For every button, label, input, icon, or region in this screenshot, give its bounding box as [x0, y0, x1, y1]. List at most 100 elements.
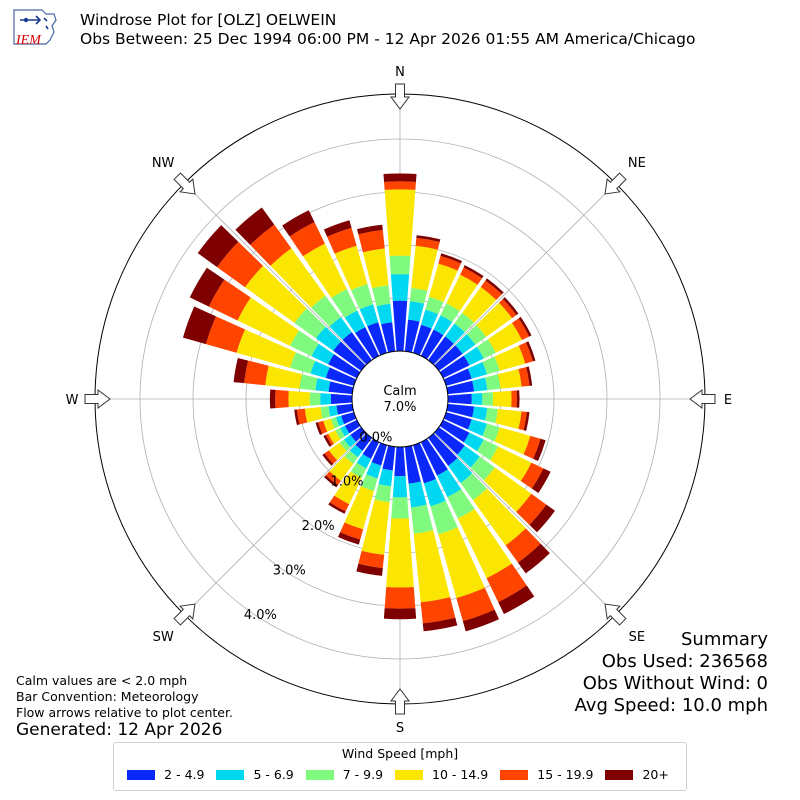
windrose-bar-segment: [318, 420, 328, 434]
windrose-bar-segment: [360, 474, 378, 492]
windrose-bar-segment: [343, 434, 357, 448]
windrose-bar-segment: [463, 265, 484, 279]
windrose-bar-segment: [275, 389, 289, 409]
windrose-bar-segment: [389, 255, 411, 275]
windrose-bar-segment: [413, 324, 432, 356]
windrose-bar-segment: [476, 339, 496, 359]
windrose-bar-segment: [404, 445, 421, 484]
windrose-bar-segment: [381, 322, 396, 353]
windrose-bar-segment: [483, 467, 532, 512]
windrose-bar-segment: [245, 265, 307, 323]
windrose-bar-segment: [462, 286, 497, 323]
windrose-bar-segment: [362, 438, 380, 459]
windrose-bar-segment: [434, 345, 463, 371]
windrose-bar-segment: [525, 341, 536, 362]
windrose-bar-segment: [315, 326, 341, 351]
windrose-bar-segment: [494, 345, 526, 371]
generated-date: Generated: 12 Apr 2026: [16, 720, 223, 740]
legend-swatch: [305, 769, 334, 780]
windrose-bar-segment: [315, 378, 331, 392]
windrose-bar-segment: [322, 453, 334, 466]
legend-title: Wind Speed [mph]: [341, 746, 459, 761]
windrose-bar-segment: [235, 207, 275, 245]
summary-obs-used: Obs Used: 236568: [601, 651, 768, 672]
windrose-bar-segment: [344, 419, 361, 434]
windrose-bar-segment: [323, 434, 332, 447]
windrose-bar-segment: [470, 456, 495, 481]
windrose-bar-segment: [374, 484, 392, 503]
flow-arrow: [604, 172, 627, 195]
flow-arrow: [604, 603, 627, 626]
windrose-bar-segment: [472, 406, 488, 421]
legend-swatch: [127, 769, 156, 780]
flow-arrow: [390, 83, 410, 110]
compass-label: N: [395, 65, 405, 80]
legend-item: 7 - 9.9: [305, 767, 383, 782]
windrose-bar-segment: [533, 438, 546, 462]
radial-tick-label: 3.0%: [273, 564, 306, 579]
windrose-bar-segment: [328, 430, 341, 444]
windrose-bar-segment: [495, 408, 522, 429]
windrose-bar-segment: [497, 369, 522, 389]
windrose-bar-segment: [447, 393, 472, 405]
legend-item: 10 - 14.9: [395, 767, 488, 782]
flow-arrow: [689, 389, 716, 409]
legend-item: 20+: [605, 767, 669, 782]
windrose-bar-segment: [358, 550, 385, 569]
flow-arrow: [173, 603, 196, 626]
windrose-bar-segment: [288, 390, 310, 408]
windrose-bar-segment: [457, 445, 480, 468]
windrose-bar-segment: [411, 504, 434, 534]
windrose-bar-segment: [409, 287, 428, 304]
windrose-bar-segment: [433, 315, 453, 336]
windrose-bar-segment: [386, 518, 414, 588]
legend-label: 10 - 14.9: [432, 767, 489, 782]
windrose-bar-segment: [282, 210, 315, 237]
windrose-bar-segment: [355, 433, 372, 451]
windrose-bar-segment: [467, 419, 487, 437]
chart-subtitle: Obs Between: 25 Dec 1994 06:00 PM - 12 A…: [80, 30, 696, 48]
legend-label: 5 - 6.9: [253, 767, 294, 782]
windrose-bar-segment: [382, 445, 396, 471]
windrose-bar-segment: [197, 225, 239, 268]
windrose-bar-segment: [208, 279, 251, 321]
windrose-bar-segment: [357, 224, 383, 235]
windrose-bar-segment: [296, 408, 308, 425]
windrose-bar-segment: [309, 392, 321, 406]
windrose-bar-segment: [366, 462, 382, 479]
compass-label: E: [724, 393, 732, 408]
windrose-bar-segment: [394, 446, 406, 477]
windrose-bar-segment: [315, 422, 323, 435]
windrose-bar-segment: [355, 327, 380, 360]
windrose-bar-segment: [472, 377, 488, 392]
grid-spoke: [433, 432, 616, 615]
compass-label: SW: [153, 630, 174, 645]
summary-obs-without-wind: Obs Without Wind: 0: [582, 673, 768, 694]
windrose-bar-segment: [445, 323, 465, 344]
windrose-bar-segment: [447, 489, 475, 519]
windrose-bar-segment: [217, 241, 263, 288]
windrose-bar-segment: [439, 355, 470, 379]
legend-swatch: [395, 769, 424, 780]
windrose-bar-segment: [269, 389, 276, 409]
windrose-bar-segment: [505, 528, 541, 563]
windrose-bar-segment: [482, 392, 494, 406]
windrose-bar-segment: [482, 356, 500, 375]
windrose-bar-segment: [390, 274, 410, 301]
windrose-bar-segment: [446, 274, 478, 312]
windrose-bar-segment: [329, 456, 354, 481]
windrose-bar-segment: [466, 324, 487, 345]
flow-arrows-note: Flow arrows relative to plot center.: [16, 705, 233, 720]
windrose-bar-segment: [516, 390, 520, 408]
windrose-bar-segment: [359, 304, 379, 327]
windrose-bar-segment: [344, 450, 358, 464]
windrose-bar-segment: [182, 306, 217, 345]
windrose-bar-segment: [324, 475, 338, 488]
windrose-bar-segment: [356, 454, 372, 469]
windrose-bar-segment: [520, 462, 544, 489]
compass-label: W: [66, 393, 79, 408]
windrose-bar-segment: [499, 299, 517, 319]
windrose-bar-segment: [482, 423, 500, 442]
windrose-bar-segment: [476, 302, 513, 337]
summary-heading: Summary: [681, 629, 768, 650]
